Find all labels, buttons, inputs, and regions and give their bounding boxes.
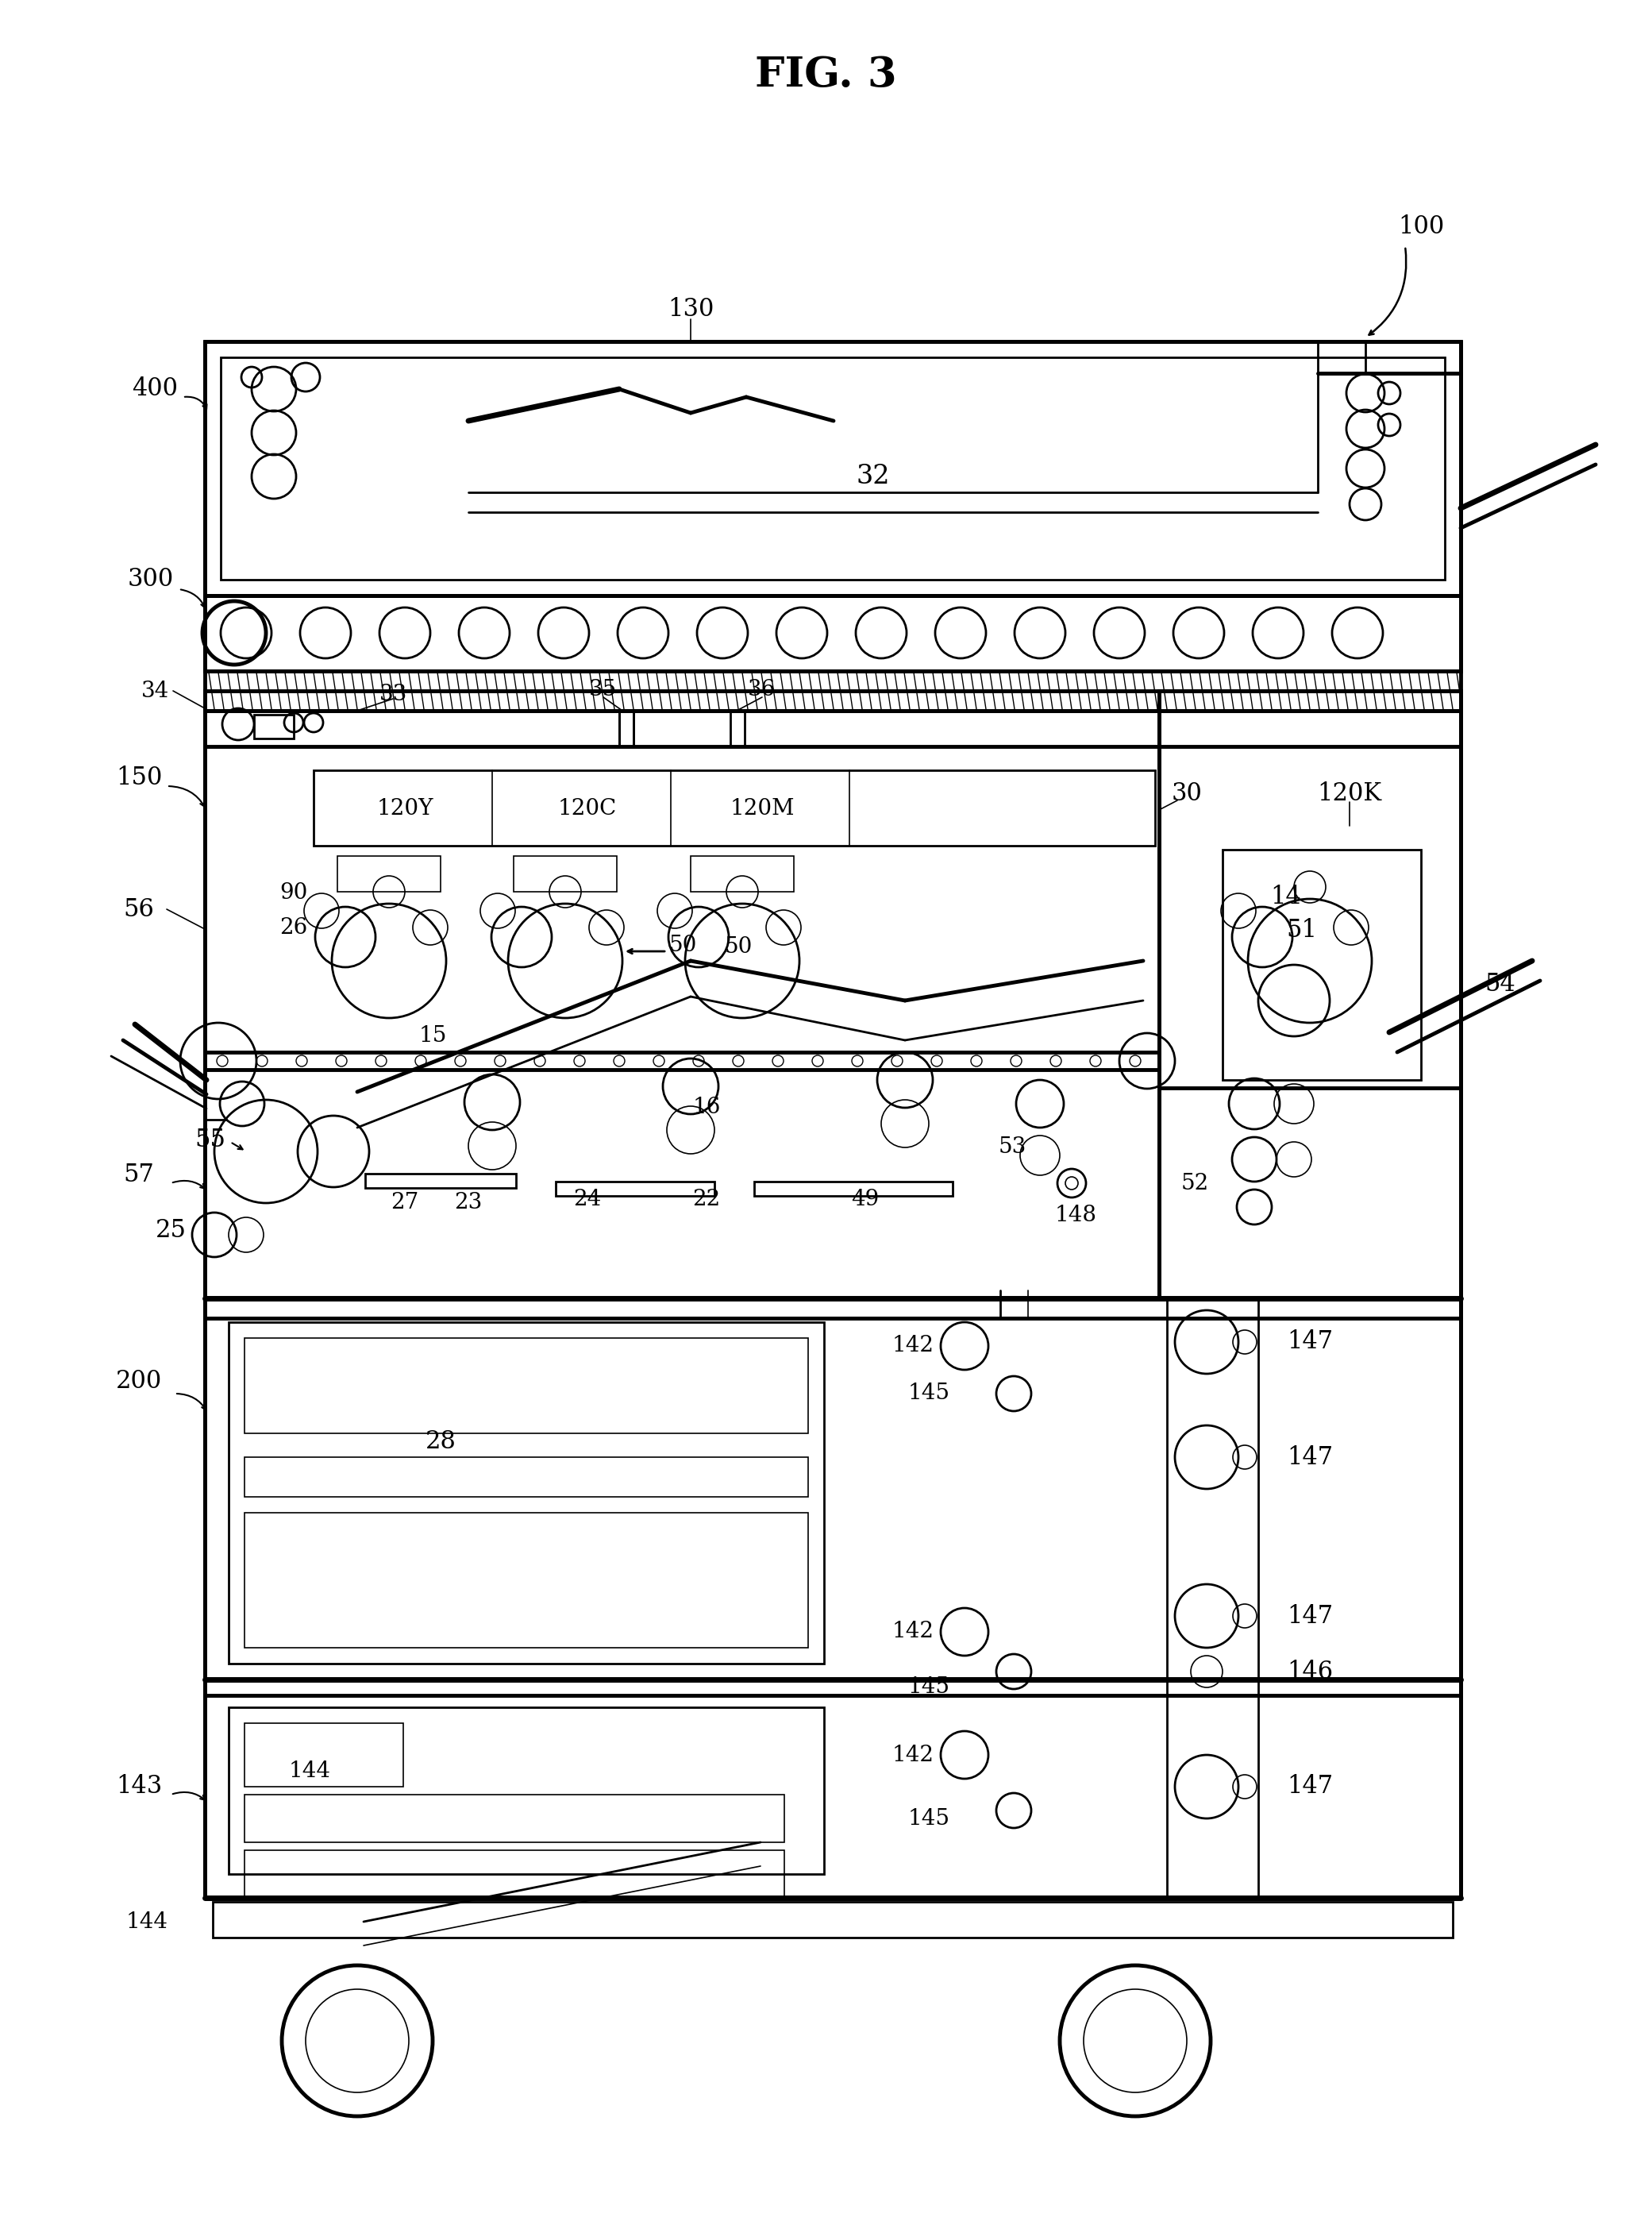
- Bar: [1160, 691, 1460, 1297]
- Text: 145: 145: [907, 1382, 950, 1404]
- Text: 142: 142: [892, 1745, 933, 1765]
- Text: 90: 90: [279, 883, 307, 905]
- Text: 147: 147: [1287, 1603, 1333, 1627]
- Text: 300: 300: [127, 568, 173, 593]
- Text: 14: 14: [1270, 885, 1302, 909]
- Text: 142: 142: [892, 1620, 933, 1643]
- Bar: [620, 711, 633, 747]
- Bar: [244, 1794, 785, 1843]
- Text: 400: 400: [132, 377, 178, 401]
- Bar: [213, 1901, 1452, 1937]
- Text: 55: 55: [195, 1128, 226, 1152]
- Bar: [620, 711, 633, 747]
- Text: 15: 15: [418, 1025, 446, 1048]
- Text: 146: 146: [1287, 1658, 1333, 1683]
- Bar: [337, 856, 441, 892]
- Text: 52: 52: [1181, 1172, 1209, 1195]
- Text: 120K: 120K: [1317, 782, 1381, 807]
- Bar: [228, 1322, 824, 1663]
- Bar: [221, 357, 1446, 580]
- Text: 120M: 120M: [730, 798, 795, 818]
- Text: 24: 24: [573, 1188, 601, 1210]
- Text: 30: 30: [1171, 782, 1203, 807]
- Text: 56: 56: [124, 896, 154, 921]
- Text: 36: 36: [748, 678, 776, 700]
- Bar: [244, 1337, 808, 1433]
- Text: 148: 148: [1054, 1204, 1097, 1226]
- Text: 25: 25: [155, 1219, 187, 1244]
- Text: 27: 27: [392, 1193, 420, 1215]
- Bar: [691, 856, 795, 892]
- Bar: [254, 716, 294, 738]
- Text: 22: 22: [692, 1188, 720, 1210]
- Text: FIG. 3: FIG. 3: [755, 56, 897, 96]
- Text: 200: 200: [116, 1369, 162, 1393]
- Text: 34: 34: [140, 680, 169, 702]
- Bar: [205, 595, 1460, 671]
- Text: 147: 147: [1287, 1444, 1333, 1469]
- Bar: [244, 1513, 808, 1647]
- Text: 16: 16: [692, 1097, 720, 1119]
- Text: 51: 51: [1287, 918, 1317, 943]
- Bar: [555, 1181, 714, 1197]
- Text: 26: 26: [279, 916, 307, 938]
- Text: 145: 145: [907, 1676, 950, 1698]
- Text: 28: 28: [425, 1429, 456, 1453]
- Bar: [755, 1181, 953, 1197]
- Bar: [244, 1850, 785, 1897]
- Bar: [730, 711, 745, 747]
- Bar: [314, 771, 1155, 845]
- Text: 54: 54: [1485, 972, 1517, 996]
- Text: 147: 147: [1287, 1774, 1333, 1799]
- Bar: [1222, 849, 1421, 1081]
- Text: 144: 144: [126, 1910, 169, 1933]
- Text: 144: 144: [289, 1761, 330, 1781]
- Bar: [365, 1175, 515, 1188]
- Text: 32: 32: [856, 464, 890, 488]
- Text: 53: 53: [998, 1137, 1026, 1159]
- Bar: [205, 691, 1460, 1297]
- Bar: [205, 341, 1460, 595]
- Text: 120Y: 120Y: [377, 798, 433, 818]
- Text: 35: 35: [590, 678, 618, 700]
- Text: 143: 143: [116, 1774, 162, 1799]
- Text: 50: 50: [669, 934, 697, 956]
- Text: 147: 147: [1287, 1331, 1333, 1355]
- Bar: [1160, 1088, 1460, 1297]
- Text: 33: 33: [378, 684, 406, 704]
- Text: 142: 142: [892, 1335, 933, 1357]
- Bar: [514, 856, 616, 892]
- Text: 150: 150: [116, 767, 162, 791]
- Bar: [244, 1723, 403, 1788]
- Bar: [244, 1458, 808, 1498]
- Text: 130: 130: [667, 296, 714, 321]
- Text: 145: 145: [907, 1808, 950, 1830]
- Bar: [205, 1297, 1460, 1897]
- Text: 57: 57: [124, 1164, 154, 1188]
- Text: 100: 100: [1398, 214, 1444, 239]
- Text: 23: 23: [454, 1193, 482, 1215]
- Bar: [228, 1707, 824, 1875]
- Text: 50: 50: [724, 936, 752, 958]
- Text: 49: 49: [851, 1188, 879, 1210]
- Text: 120C: 120C: [558, 798, 616, 818]
